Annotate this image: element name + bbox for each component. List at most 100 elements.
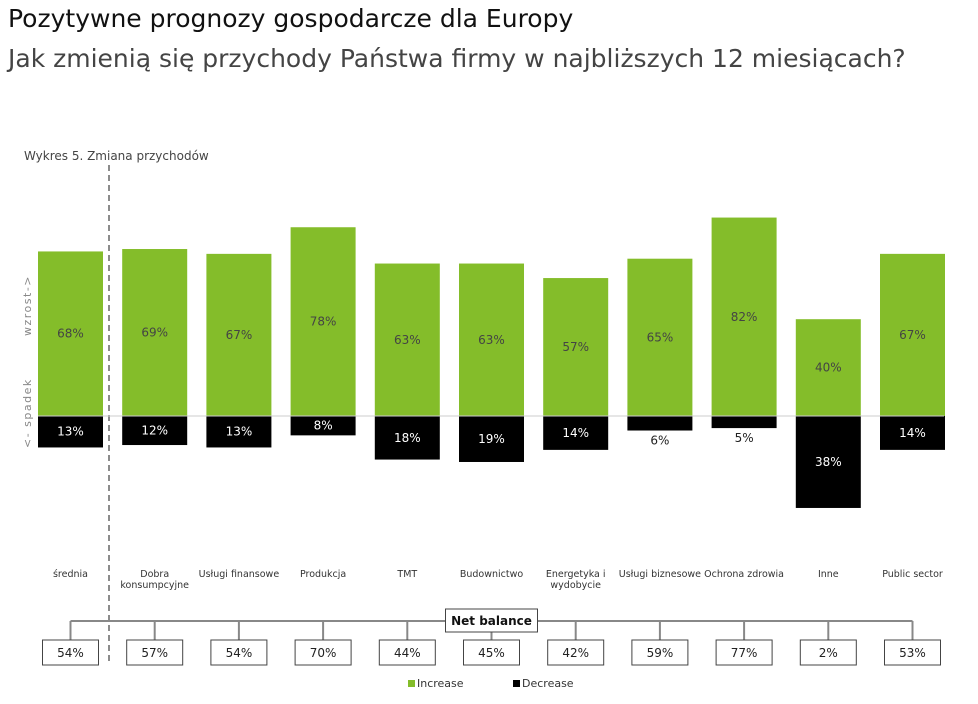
decrease-bar — [711, 416, 777, 429]
increase-data-label: 82% — [731, 310, 758, 324]
y-axis-label-down: <- spadek — [21, 378, 34, 448]
increase-data-label: 40% — [815, 361, 842, 375]
decrease-bar — [880, 416, 945, 450]
category-label: TMT — [396, 569, 417, 580]
increase-bar — [711, 217, 777, 416]
category-label-line: Budownictwo — [460, 569, 524, 580]
net-balance-value: 57% — [141, 646, 168, 660]
increase-bar — [374, 263, 440, 416]
net-balance-value: 53% — [899, 646, 926, 660]
decrease-data-label: 13% — [226, 425, 253, 439]
net-balance-box — [42, 639, 99, 666]
category-label-line: Energetyka i — [546, 569, 606, 580]
chart-subtitle: Jak zmienią się przychody Państwa firmy … — [8, 44, 906, 73]
net-balance-value: 70% — [310, 646, 337, 660]
net-balance-section: 54% 57% 54% 70% 44% 45% 42% 59% 77% 2% 53% Net bala… — [42, 608, 941, 666]
decrease-data-label: 12% — [141, 424, 168, 438]
category-label-line: TMT — [396, 569, 417, 580]
decrease-bar — [38, 416, 103, 448]
increase-bar — [543, 278, 609, 416]
increase-data-label: 65% — [647, 330, 674, 344]
net-balance-box — [210, 639, 268, 666]
increase-bar — [122, 249, 188, 416]
increase-data-label: 69% — [141, 326, 168, 340]
net-balance-box — [547, 639, 605, 666]
net-balance-box — [631, 639, 689, 666]
category-labels: średnia Dobra konsumpcyjne Usługi finansowe… — [53, 569, 943, 591]
decrease-series: 13% 12% 13% 8% 18% 19% 14% 6% 5% 38% 14% — [38, 416, 945, 508]
category-label-line: średnia — [53, 569, 88, 580]
category-label-line: Usługi finansowe — [199, 569, 280, 580]
category-label: Produkcja — [300, 569, 346, 580]
increase-bar — [290, 227, 356, 416]
decrease-data-label: 38% — [815, 455, 842, 469]
decrease-data-label: 18% — [394, 431, 421, 445]
chart-caption: Wykres 5. Zmiana przychodów — [24, 149, 209, 163]
increase-bar — [795, 319, 861, 416]
category-label: średnia — [53, 569, 88, 580]
increase-bar — [880, 253, 945, 416]
category-label: Inne — [818, 569, 839, 580]
net-balance-value: 59% — [647, 646, 674, 660]
legend-swatch-increase — [408, 680, 415, 687]
net-balance-value: 54% — [57, 646, 84, 660]
category-label-line: Produkcja — [300, 569, 346, 580]
increase-bar — [627, 258, 693, 416]
net-balance-title-box — [445, 608, 538, 633]
decrease-bar — [543, 416, 609, 450]
category-label: Ochrona zdrowia — [704, 569, 784, 580]
net-balance-box — [378, 639, 436, 666]
category-label-line: wydobycie — [550, 580, 601, 591]
net-balance-box — [884, 639, 941, 666]
net-balance-box — [126, 639, 184, 666]
increase-bar — [38, 251, 103, 416]
decrease-bar — [206, 416, 272, 448]
increase-data-label: 68% — [57, 327, 84, 341]
increase-data-label: 78% — [310, 315, 337, 329]
category-label-line: Dobra — [140, 569, 169, 580]
net-balance-value: 45% — [478, 646, 505, 660]
net-balance-value: 54% — [226, 646, 253, 660]
increase-data-label: 67% — [899, 328, 926, 342]
decrease-bar — [459, 416, 524, 462]
decrease-data-label: 14% — [899, 426, 926, 440]
category-label-line: Ochrona zdrowia — [704, 569, 784, 580]
legend: Increase Decrease — [408, 677, 574, 690]
net-balance-value: 77% — [731, 646, 758, 660]
decrease-data-label: 19% — [478, 432, 505, 446]
category-label: Energetyka i wydobycie — [546, 569, 606, 591]
category-label: Public sector — [882, 569, 943, 580]
category-label-line: Public sector — [882, 569, 943, 580]
net-balance-value: 44% — [394, 646, 421, 660]
increase-data-label: 57% — [562, 340, 589, 354]
decrease-data-label: 14% — [562, 426, 589, 440]
decrease-data-label: 5% — [735, 431, 754, 445]
net-balance-box — [799, 639, 857, 666]
category-label: Usługi biznesowe — [619, 569, 701, 580]
increase-series: 68% 69% 67% 78% 63% 63% 57% 65% 82% 40% 67% — [38, 217, 945, 416]
increase-data-label: 63% — [478, 333, 505, 347]
decrease-data-label: 13% — [57, 425, 84, 439]
category-label: Dobra konsumpcyjne — [120, 569, 189, 591]
increase-data-label: 67% — [226, 328, 253, 342]
category-label: Usługi finansowe — [199, 569, 280, 580]
decrease-bar — [122, 416, 188, 446]
net-balance-title: Net balance — [451, 614, 532, 628]
decrease-bar — [795, 416, 861, 508]
increase-bar — [206, 253, 272, 416]
decrease-bar — [627, 416, 693, 431]
chart-title: Pozytywne prognozy gospodarcze dla Europ… — [8, 4, 574, 33]
category-label: Budownictwo — [460, 569, 524, 580]
increase-bar — [459, 263, 524, 416]
decrease-bar — [290, 416, 356, 436]
net-balance-value: 42% — [562, 646, 589, 660]
legend-label-increase: Increase — [417, 677, 464, 690]
legend-label-decrease: Decrease — [522, 677, 574, 690]
decrease-data-label: 8% — [314, 419, 333, 433]
net-balance-value: 2% — [819, 646, 838, 660]
legend-swatch-decrease — [513, 680, 520, 687]
category-label-line: Inne — [818, 569, 839, 580]
decrease-bar — [374, 416, 440, 460]
category-label-line: Usługi biznesowe — [619, 569, 701, 580]
